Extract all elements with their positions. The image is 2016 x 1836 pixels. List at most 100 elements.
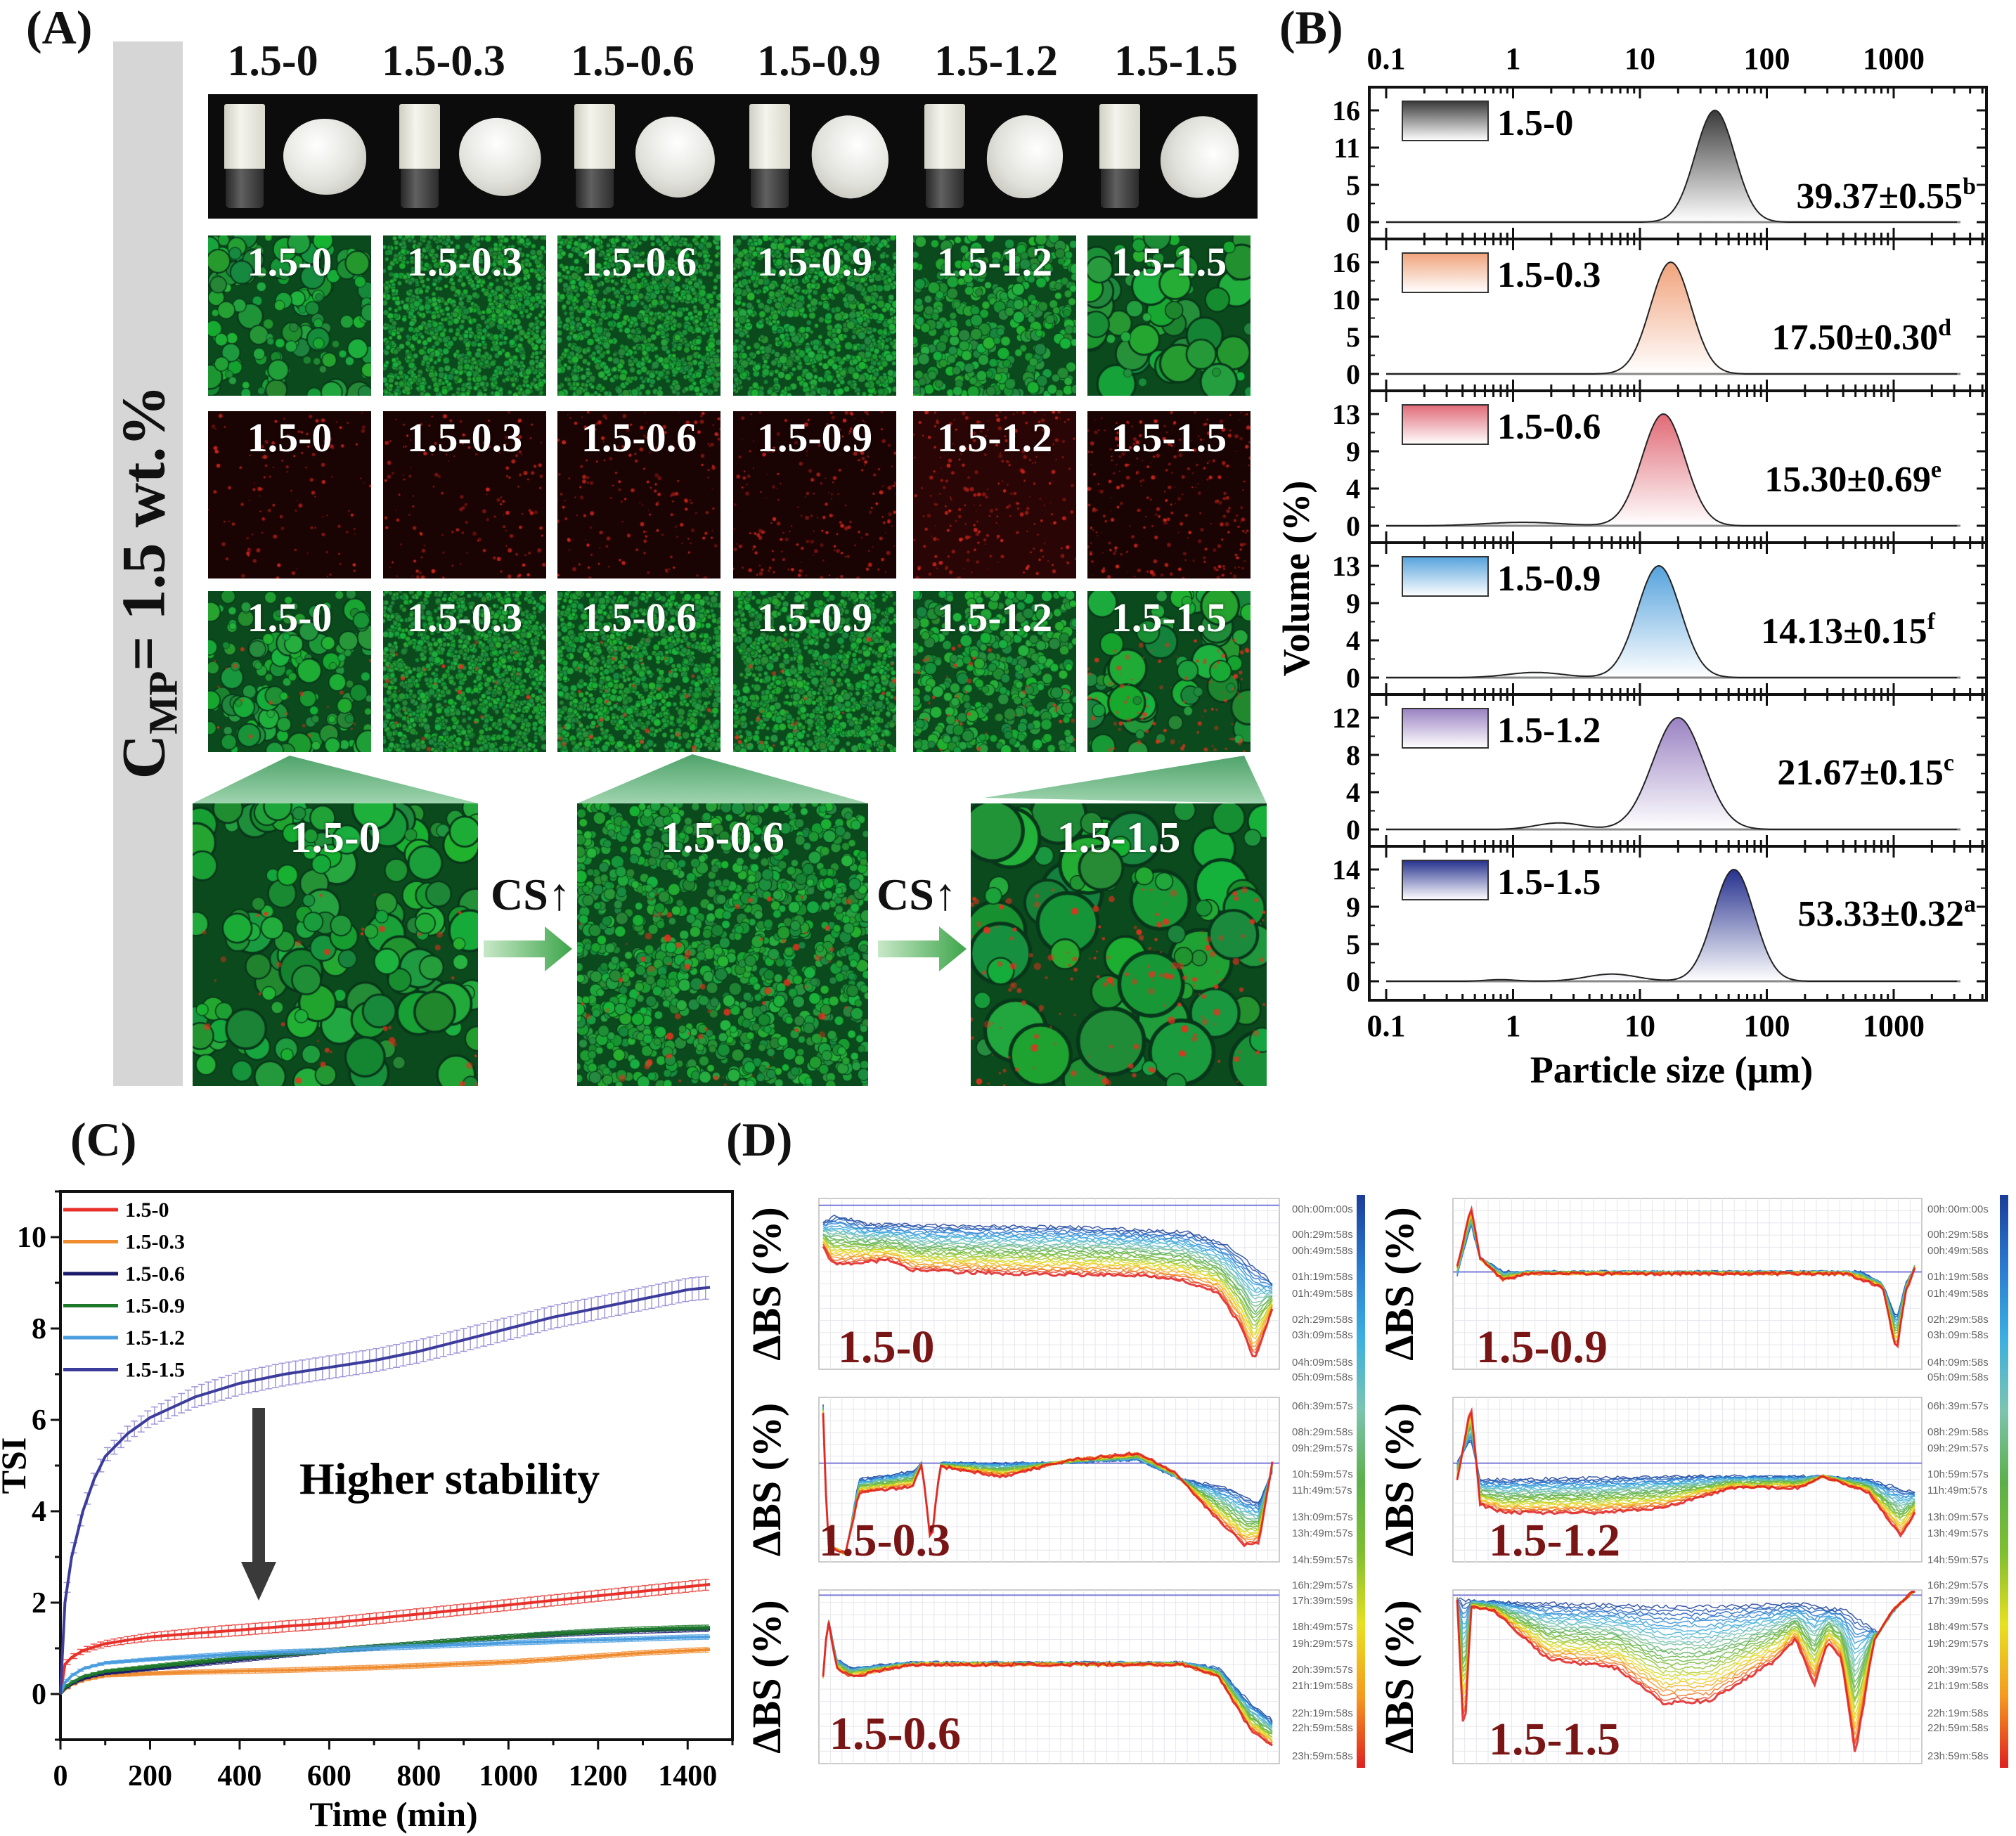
y-tick-label: 6 bbox=[32, 1404, 46, 1437]
micrograph-red-channel: 1.5-1.2 bbox=[913, 411, 1076, 578]
micrograph-image bbox=[913, 235, 1076, 396]
zoomed-micrograph: 1.5-1.5 bbox=[971, 803, 1267, 1086]
bs-profile-line bbox=[1456, 1423, 1915, 1512]
y-tick-label: 9 bbox=[1346, 436, 1360, 467]
colorbar-label: 16h:29m:57s bbox=[1292, 1579, 1353, 1591]
micrograph-label: 1.5-0.9 bbox=[756, 415, 873, 460]
x-tick-label: 600 bbox=[307, 1760, 351, 1792]
sample-label: 1.5-0.3 bbox=[819, 1515, 950, 1566]
y-tick-label: 8 bbox=[1346, 739, 1360, 771]
bs-plot-1.5-0.6: 1.5-0.6 ΔBS (%) bbox=[744, 1589, 1280, 1764]
y-tick-label: 13 bbox=[1332, 550, 1360, 582]
micrograph-label: 1.5-0.3 bbox=[406, 595, 523, 640]
column-header: 1.5-0.9 bbox=[757, 37, 881, 85]
micrograph-image bbox=[208, 411, 371, 578]
zoomed-micrograph: 1.5-0.6 bbox=[577, 803, 868, 1086]
significance-letter: a bbox=[1964, 891, 1976, 917]
bs-profile-line bbox=[1456, 1591, 1915, 1636]
colorbar-label: 00h:00m:00s bbox=[1927, 1203, 1989, 1215]
sample-photo-pair bbox=[924, 103, 1066, 209]
x-tick-label-top: 100 bbox=[1744, 41, 1790, 76]
micrograph-green-channel: 1.5-0 bbox=[208, 235, 371, 396]
y-tick-label: 5 bbox=[1346, 169, 1360, 201]
y-tick-label: 10 bbox=[1332, 284, 1360, 316]
bs-profile-line bbox=[822, 1239, 1273, 1334]
bs-profile-line bbox=[822, 1222, 1273, 1291]
x-tick-label: 0.1 bbox=[1367, 1009, 1406, 1043]
zoom-triangle-3 bbox=[984, 756, 1267, 803]
micrograph-label: 1.5-0.6 bbox=[581, 415, 697, 460]
x-axis-title: Particle size (μm) bbox=[1530, 1049, 1813, 1091]
vial-photo bbox=[1099, 103, 1140, 209]
significance-letter: d bbox=[1938, 315, 1951, 341]
emulsion-photo-strip bbox=[208, 94, 1258, 219]
micrograph-label: 1.5-1.2 bbox=[936, 415, 1053, 460]
colorbar-label: 20h:39m:57s bbox=[1292, 1664, 1353, 1676]
legend-label: 1.5-0.3 bbox=[125, 1231, 185, 1254]
x-tick-label-top: 1000 bbox=[1863, 41, 1925, 76]
vial-photo bbox=[224, 103, 266, 209]
micrograph-label: 1.5-0.9 bbox=[756, 595, 873, 640]
cream-layer bbox=[399, 103, 441, 169]
colorbar-label: 03h:09m:58s bbox=[1927, 1329, 1989, 1341]
bs-profile-line bbox=[1456, 1591, 1915, 1743]
colorbar-label: 18h:49m:57s bbox=[1292, 1621, 1353, 1633]
distribution-area bbox=[1386, 262, 1958, 374]
colorbar-label: 23h:59m:58s bbox=[1292, 1750, 1353, 1762]
bs-plot-1.5-1.2: 1.5-1.2 ΔBS (%) bbox=[1376, 1397, 1923, 1566]
vial-photo bbox=[749, 103, 790, 209]
y-axis-title: ΔBS (%) bbox=[1376, 1600, 1422, 1753]
micrograph-image bbox=[383, 591, 546, 752]
colorbar-label: 14h:59m:57s bbox=[1927, 1554, 1989, 1566]
bs-profile-line bbox=[822, 1235, 1273, 1318]
legend-label: 1.5-0.6 bbox=[1497, 407, 1601, 447]
micrograph-image bbox=[557, 591, 721, 752]
y-tick-label: 2 bbox=[32, 1587, 46, 1620]
micrograph-image bbox=[971, 803, 1267, 1086]
colorbar-label: 21h:19m:58s bbox=[1292, 1680, 1353, 1692]
y-tick-label: 16 bbox=[1332, 247, 1360, 278]
micrograph-label: 1.5-0.3 bbox=[406, 239, 523, 285]
colorbar-label: 10h:59m:57s bbox=[1292, 1468, 1353, 1480]
y-tick-label: 5 bbox=[1346, 321, 1360, 353]
column-header: 1.5-1.2 bbox=[934, 37, 1058, 85]
bs-profile-line bbox=[822, 1230, 1273, 1303]
x-tick-label: 200 bbox=[128, 1760, 172, 1792]
x-tick-label: 0 bbox=[53, 1760, 68, 1792]
x-tick-label: 1200 bbox=[569, 1760, 628, 1792]
colorbar-label: 23h:59m:58s bbox=[1927, 1750, 1989, 1762]
vial-photo bbox=[399, 103, 441, 209]
serum-layer bbox=[750, 168, 789, 208]
colorbar-label: 13h:49m:57s bbox=[1927, 1527, 1989, 1539]
sample-photo-pair bbox=[224, 103, 367, 209]
y-tick-label: 16 bbox=[1332, 95, 1360, 127]
zoom-connectors bbox=[193, 754, 1267, 971]
distribution-curve bbox=[1386, 868, 1958, 982]
cs-arrow-icon-1 bbox=[484, 926, 572, 971]
legend-swatch bbox=[1402, 252, 1489, 293]
micrograph-image bbox=[208, 591, 371, 752]
y-tick-label: 4 bbox=[32, 1496, 46, 1528]
micrograph-green-channel: 1.5-0.3 bbox=[383, 235, 546, 396]
bs-profile-line bbox=[1456, 1591, 1915, 1683]
micrograph-merge-channel: 1.5-1.2 bbox=[913, 591, 1076, 752]
bs-profile-line bbox=[1456, 1591, 1915, 1752]
y-tick-label: 5 bbox=[1346, 929, 1360, 960]
colorbar-label: 00h:29m:58s bbox=[1292, 1229, 1353, 1241]
legend-swatch bbox=[1402, 556, 1489, 597]
y-tick-label: 4 bbox=[1346, 473, 1360, 505]
y-tick-label: 0 bbox=[1346, 207, 1360, 238]
micrograph-image bbox=[193, 803, 478, 1086]
colorbar-label: 09h:29m:57s bbox=[1927, 1442, 1989, 1454]
sample-label: 1.5-0.6 bbox=[829, 1708, 961, 1759]
bs-profile-line bbox=[822, 1228, 1273, 1293]
y-axis-title: TSI bbox=[0, 1437, 33, 1494]
y-tick-label: 0 bbox=[1346, 358, 1360, 390]
bs-profile-line bbox=[822, 1234, 1273, 1314]
bs-profile-line bbox=[1456, 1591, 1915, 1689]
mean-size-annotation: 39.37±0.55b bbox=[1797, 174, 1976, 216]
y-axis-title: ΔBS (%) bbox=[1376, 1403, 1422, 1556]
colorbar-label: 08h:29m:58s bbox=[1927, 1426, 1989, 1438]
serum-layer bbox=[925, 168, 964, 208]
